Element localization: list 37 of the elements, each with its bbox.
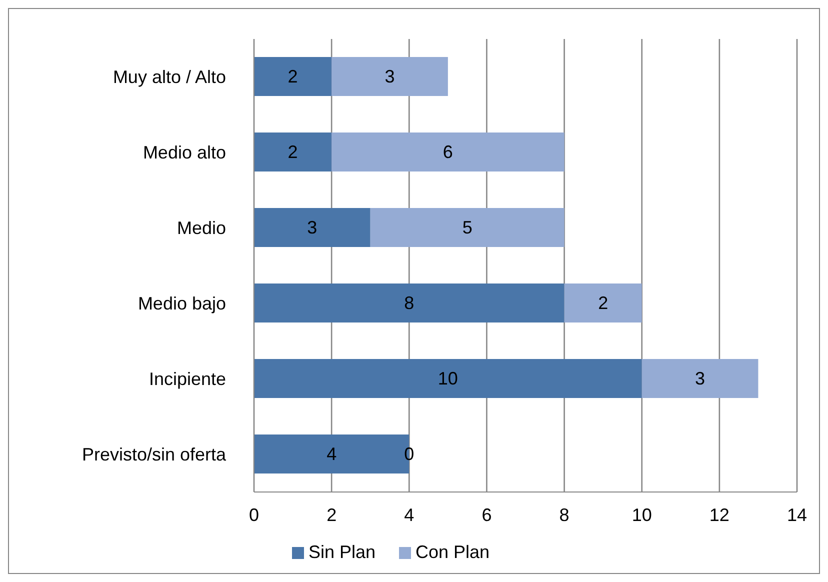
data-label: 6 [442,142,453,162]
x-tick-label: 8 [559,504,570,525]
y-tick-label: Medio bajo [138,294,226,314]
y-tick-label: Previsto/sin oferta [82,444,227,465]
data-label: 3 [384,66,395,86]
x-tick-label: 4 [404,504,414,525]
data-label: 10 [438,368,458,388]
bar [564,284,642,322]
x-tick-label: 12 [709,504,730,525]
y-tick-label: Incipiente [148,369,226,390]
data-label: 8 [404,293,414,313]
data-label: 3 [307,218,318,238]
bar [332,57,448,96]
data-label: 2 [598,293,608,313]
data-label: 2 [288,66,298,86]
data-label: 2 [288,142,298,162]
y-tick-label: Medio [176,218,226,238]
bar [332,132,564,172]
bar [254,57,332,96]
x-tick-label: 14 [786,504,808,525]
data-label: 5 [462,218,472,238]
bar [254,132,332,172]
legend-label: Sin Plan [308,542,376,562]
bar [370,208,564,247]
legend-label: Con Plan [415,542,490,562]
x-tick-label: 2 [326,504,337,525]
data-label: 4 [326,444,337,464]
bar [642,359,758,398]
y-tick-label: Medio alto [142,142,226,163]
x-tick-label: 10 [632,504,652,525]
x-tick-label: 0 [248,504,260,525]
bar [254,284,564,322]
y-tick-label: Muy alto / Alto [112,67,226,88]
bar [254,359,642,398]
data-label: 3 [695,368,706,388]
x-tick-label: 6 [482,504,492,525]
bar [254,208,370,247]
